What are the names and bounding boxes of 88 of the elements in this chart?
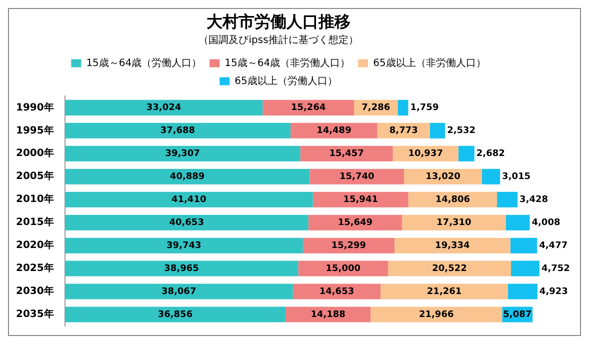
y-tick-label: 1995年	[16, 124, 54, 136]
data-label: 40,653	[169, 218, 204, 228]
data-label: 17,310	[436, 218, 472, 228]
bar	[310, 168, 404, 184]
bar	[64, 260, 298, 276]
legend-label: 65歳以上（非労働人口）	[373, 56, 486, 69]
data-label: 21,261	[426, 286, 462, 297]
data-label: 20,522	[432, 264, 467, 274]
data-label: 4,477	[539, 240, 568, 251]
bar	[388, 260, 511, 276]
bar	[64, 122, 291, 138]
bar	[430, 122, 446, 138]
data-label: 13,020	[426, 172, 460, 182]
bar	[402, 214, 506, 230]
bar	[64, 100, 263, 116]
data-label: 15,299	[331, 240, 366, 251]
bar	[290, 122, 378, 138]
bar	[380, 284, 508, 300]
data-label: 4,923	[539, 286, 568, 297]
bar	[497, 192, 518, 208]
legend-label: 65歳以上（労働人口）	[234, 74, 338, 87]
data-label: 2,532	[447, 126, 476, 136]
bar	[510, 260, 540, 276]
data-label: 37,688	[160, 126, 196, 136]
data-label: 36,856	[158, 310, 193, 320]
y-tick-label: 2035年	[16, 308, 54, 320]
bar	[64, 284, 293, 300]
bar	[298, 260, 388, 276]
data-label: 3,015	[502, 172, 531, 182]
data-label: 15,649	[338, 218, 373, 228]
bar	[370, 306, 502, 322]
bar	[506, 214, 530, 230]
bar	[302, 238, 395, 254]
data-label: 14,188	[310, 310, 346, 320]
chart-title: 大村市労働人口推移	[206, 12, 350, 31]
bar	[308, 214, 402, 230]
data-label: 14,806	[435, 194, 470, 205]
data-label: 4,008	[532, 218, 560, 228]
data-label: 15,941	[343, 194, 378, 205]
y-tick-label: 2010年	[16, 193, 54, 206]
data-label: 4,752	[541, 264, 570, 274]
bar	[300, 146, 393, 162]
bar	[508, 284, 538, 300]
data-label: 39,307	[165, 148, 200, 159]
data-label: 14,653	[319, 286, 354, 297]
y-tick-label: 2025年	[16, 262, 54, 274]
chart-subtitle: （国調及びipss推計に基づく想定）	[198, 34, 358, 46]
bar	[64, 146, 300, 162]
data-label: 38,067	[161, 286, 196, 297]
bar	[394, 238, 510, 254]
data-label: 5,087	[503, 310, 532, 320]
data-label: 19,334	[435, 240, 470, 251]
data-label: 15,457	[329, 148, 364, 159]
data-label: 14,489	[316, 126, 352, 136]
bar	[458, 146, 474, 162]
y-tick-label: 1990年	[16, 101, 54, 114]
bar	[64, 306, 286, 322]
data-label: 39,743	[166, 240, 202, 251]
data-label: 2,682	[476, 148, 505, 159]
y-tick-label: 2015年	[16, 216, 54, 228]
data-label: 33,024	[146, 103, 182, 114]
bar	[64, 214, 308, 230]
legend-label: 15歳～64歳（労働人口）	[86, 56, 202, 69]
data-label: 21,966	[418, 310, 454, 320]
data-label: 41,410	[171, 194, 206, 205]
y-tick-label: 2030年	[16, 285, 54, 298]
bar	[64, 168, 310, 184]
data-label: 7,286	[362, 103, 390, 114]
bar	[312, 192, 408, 208]
bar	[262, 100, 354, 116]
y-tick-label: 2000年	[16, 147, 54, 160]
bar	[64, 238, 303, 254]
legend-label: 15歳～64歳（非労働人口）	[224, 56, 350, 69]
bar	[398, 100, 408, 116]
data-label: 15,740	[340, 172, 374, 182]
bar	[482, 168, 500, 184]
bar	[64, 192, 313, 208]
y-tick-label: 2020年	[16, 239, 54, 252]
data-label: 1,759	[410, 103, 439, 114]
data-label: 15,264	[290, 103, 326, 114]
y-tick-label: 2005年	[16, 170, 54, 182]
data-label: 40,889	[170, 172, 205, 182]
data-label: 8,773	[389, 126, 418, 136]
data-label: 3,428	[520, 194, 548, 205]
bar	[510, 238, 538, 254]
data-label: 10,937	[408, 148, 443, 159]
data-label: 15,000	[326, 264, 361, 274]
data-label: 38,965	[164, 264, 199, 274]
